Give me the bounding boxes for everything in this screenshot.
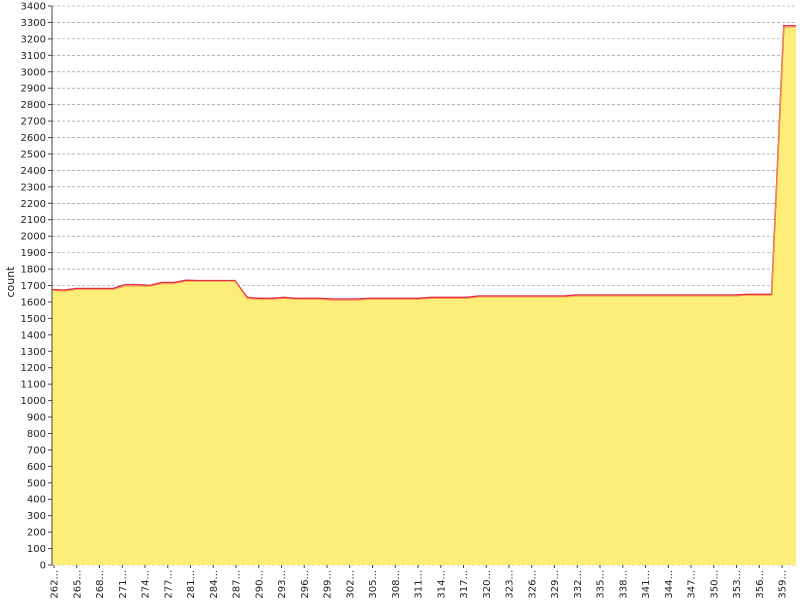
x-tick-label: 308... bbox=[391, 570, 402, 599]
x-tick-label: 271... bbox=[118, 570, 129, 599]
y-tick-label: 2300 bbox=[21, 182, 46, 193]
x-tick-label: 359... bbox=[778, 570, 789, 599]
x-tick-label: 350... bbox=[709, 570, 720, 599]
x-tick-label: 338... bbox=[618, 570, 629, 599]
y-tick-label: 3300 bbox=[21, 18, 46, 29]
x-tick-label: 284... bbox=[209, 570, 220, 599]
y-tick-label: 1900 bbox=[21, 248, 46, 259]
y-tick-label: 100 bbox=[27, 544, 46, 555]
y-tick-label: 3400 bbox=[21, 2, 46, 13]
x-tick-label: 296... bbox=[300, 570, 311, 599]
y-tick-label: 800 bbox=[27, 429, 46, 440]
x-tick-label: 262... bbox=[50, 570, 61, 599]
y-tick-label: 0 bbox=[40, 561, 46, 572]
x-tick-label: 317... bbox=[459, 570, 470, 599]
y-tick-label: 900 bbox=[27, 413, 46, 424]
x-tick-label: 305... bbox=[368, 570, 379, 599]
x-tick-label: 323... bbox=[505, 570, 516, 599]
y-tick-label: 2900 bbox=[21, 84, 46, 95]
y-tick-label: 2200 bbox=[21, 199, 46, 210]
y-tick-label: 2700 bbox=[21, 117, 46, 128]
x-tick-label: 329... bbox=[550, 570, 561, 599]
y-tick-label: 3000 bbox=[21, 67, 46, 78]
y-tick-label: 2400 bbox=[21, 166, 46, 177]
y-tick-label: 2000 bbox=[21, 232, 46, 243]
x-tick-label: 290... bbox=[254, 570, 265, 599]
y-tick-label: 1100 bbox=[21, 380, 46, 391]
y-tick-label: 500 bbox=[27, 478, 46, 489]
x-tick-label: 293... bbox=[277, 570, 288, 599]
y-tick-label: 2600 bbox=[21, 133, 46, 144]
x-tick-label: 335... bbox=[596, 570, 607, 599]
x-tick-label: 332... bbox=[573, 570, 584, 599]
x-tick-label: 356... bbox=[755, 570, 766, 599]
x-tick-label: 341... bbox=[641, 570, 652, 599]
lower-bound-line bbox=[51, 26, 796, 301]
y-tick-label: 1400 bbox=[21, 330, 46, 341]
x-tick-label: 314... bbox=[436, 570, 447, 599]
y-tick-label: 3100 bbox=[21, 51, 46, 62]
y-axis-label: count bbox=[4, 266, 17, 298]
y-tick-label: 700 bbox=[27, 445, 46, 456]
x-tick-label: 311... bbox=[414, 570, 425, 599]
x-tick-label: 326... bbox=[527, 570, 538, 599]
y-tick-label: 1200 bbox=[21, 363, 46, 374]
y-tick-label: 600 bbox=[27, 462, 46, 473]
plot-area bbox=[51, 24, 796, 566]
y-tick-label: 3200 bbox=[21, 34, 46, 45]
x-tick-label: 287... bbox=[232, 570, 243, 599]
y-tick-label: 2800 bbox=[21, 100, 46, 111]
x-tick-label: 302... bbox=[345, 570, 356, 599]
axes: count 0 100 200 300 400 500 600 700 800 900 1000 11… bbox=[4, 2, 789, 599]
x-tick-label: 344... bbox=[664, 570, 675, 599]
y-tick-label: 1600 bbox=[21, 297, 46, 308]
x-tick-label: 274... bbox=[141, 570, 152, 599]
y-tick-label: 2500 bbox=[21, 149, 46, 160]
x-tick-label: 299... bbox=[323, 570, 334, 599]
x-tick-label: 281... bbox=[186, 570, 197, 599]
x-tick-label: 268... bbox=[95, 570, 106, 599]
y-tick-label: 1800 bbox=[21, 265, 46, 276]
area-fill bbox=[52, 27, 796, 566]
y-tick-label: 1000 bbox=[21, 396, 46, 407]
x-tick-label: 265... bbox=[72, 570, 83, 599]
y-tick-label: 1300 bbox=[21, 347, 46, 358]
y-tick-label: 1700 bbox=[21, 281, 46, 292]
y-tick-label: 200 bbox=[27, 528, 46, 539]
x-tick-label: 353... bbox=[732, 570, 743, 599]
x-tick-label: 320... bbox=[482, 570, 493, 599]
x-tick-label: 347... bbox=[687, 570, 698, 599]
y-tick-label: 400 bbox=[27, 495, 46, 506]
y-tick-label: 1500 bbox=[21, 314, 46, 325]
y-tick-label: 300 bbox=[27, 511, 46, 522]
y-tick-label: 2100 bbox=[21, 215, 46, 226]
x-tick-label: 277... bbox=[163, 570, 174, 599]
upper-bound-line bbox=[51, 24, 796, 300]
